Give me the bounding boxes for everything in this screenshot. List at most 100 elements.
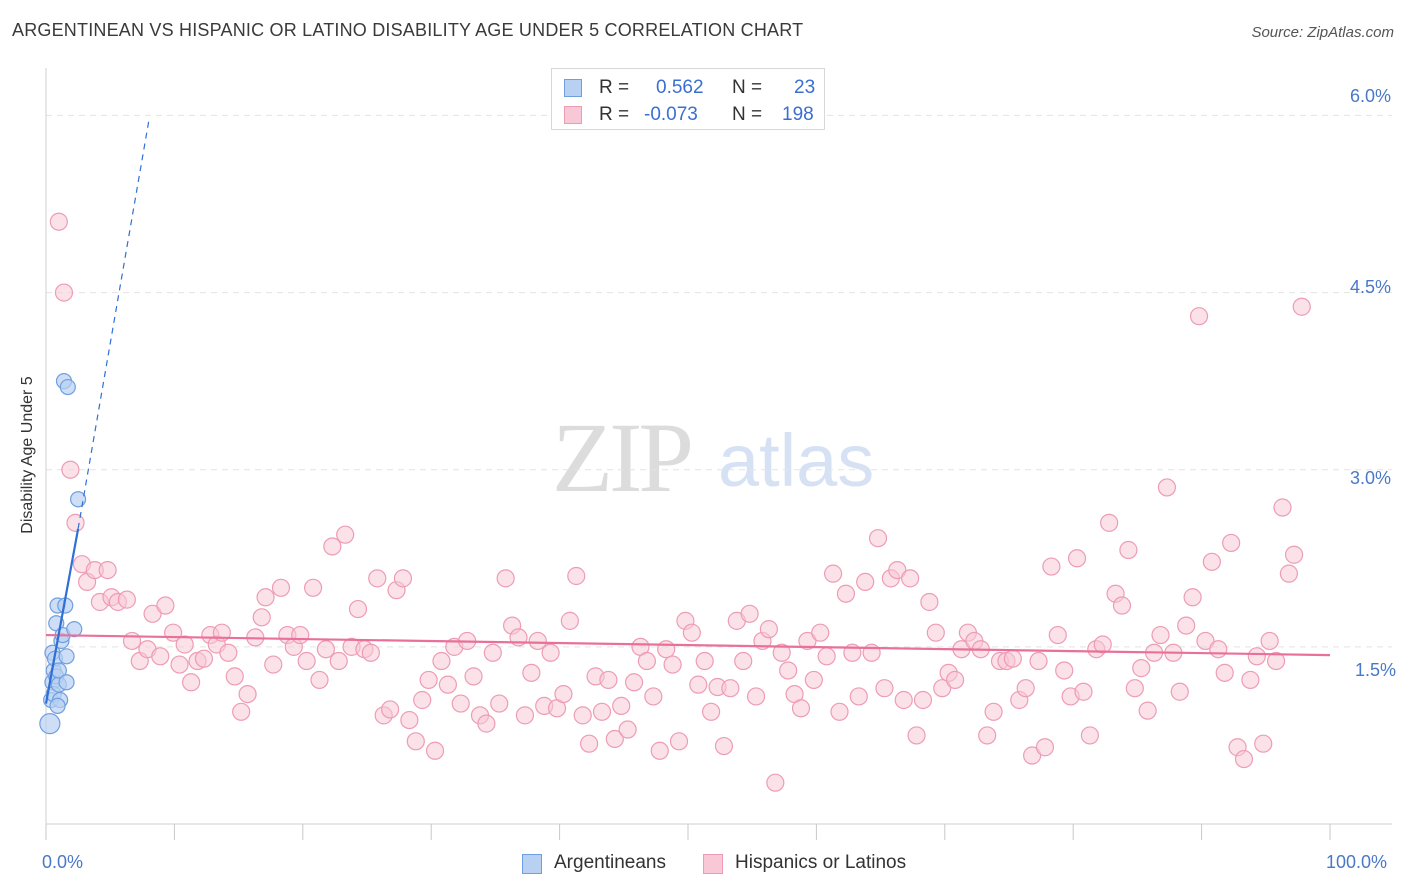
data-point-hispanics: [49, 212, 68, 231]
data-point-argentineans: [58, 674, 75, 691]
data-point-hispanics: [1055, 661, 1074, 680]
data-point-hispanics: [271, 578, 291, 597]
data-point-argentineans: [49, 697, 66, 715]
legend-n-label: N =: [732, 104, 763, 125]
data-point-hispanics: [689, 675, 708, 694]
data-point-hispanics: [926, 623, 945, 642]
data-point-hispanics: [1138, 701, 1157, 720]
data-point-hispanics: [1042, 557, 1061, 576]
data-point-hispanics: [1189, 307, 1209, 326]
data-point-hispanics: [1093, 635, 1112, 654]
data-point-hispanics: [413, 690, 432, 710]
data-point-hispanics: [1183, 588, 1202, 607]
data-point-hispanics: [554, 684, 573, 704]
data-point-hispanics: [329, 651, 348, 671]
data-point-hispanics: [1125, 679, 1144, 698]
data-point-hispanics: [54, 283, 74, 302]
data-point-hispanics: [419, 670, 438, 690]
blue-swatch-icon: [564, 79, 582, 97]
data-point-hispanics: [1003, 649, 1022, 668]
y-tick-label: 1.5%: [1355, 660, 1397, 680]
data-point-hispanics: [817, 647, 836, 666]
data-point-hispanics: [1170, 682, 1189, 701]
data-point-hispanics: [612, 696, 631, 716]
data-point-hispanics: [170, 655, 189, 674]
data-point-hispanics: [303, 578, 323, 597]
data-point-hispanics: [117, 590, 136, 609]
y-tick-label: 6.0%: [1350, 86, 1392, 106]
data-point-hispanics: [804, 670, 823, 690]
legend-n-value: 198: [782, 104, 814, 125]
data-point-hispanics: [238, 684, 257, 704]
data-point-hispanics: [98, 560, 117, 580]
data-point-hispanics: [592, 702, 612, 721]
data-point-hispanics: [580, 734, 599, 753]
stats-legend: R = 0.562 N = 23 R = -0.073 N = 198: [551, 68, 825, 130]
data-point-hispanics: [381, 700, 400, 719]
data-point-hispanics: [297, 651, 316, 671]
data-point-hispanics: [181, 673, 201, 692]
x-tick-label-max: 100.0%: [1326, 852, 1388, 872]
data-point-hispanics: [175, 635, 194, 654]
data-point-hispanics: [348, 599, 368, 619]
data-point-hispanics: [336, 525, 355, 544]
data-point-argentineans: [59, 378, 76, 396]
trend-line-argentineans: [44, 528, 80, 704]
legend-r-label: R =: [599, 77, 630, 98]
data-point-hispanics: [438, 675, 457, 694]
data-point-hispanics: [599, 670, 618, 690]
data-point-hispanics: [323, 537, 342, 556]
data-point-argentineans: [66, 621, 83, 638]
data-point-hispanics: [151, 647, 170, 666]
data-point-hispanics: [1100, 513, 1119, 532]
data-point-hispanics: [393, 569, 413, 588]
y-tick-label: 3.0%: [1350, 468, 1392, 488]
data-point-hispanics: [811, 623, 830, 642]
data-point-hispanics: [823, 564, 843, 583]
data-point-hispanics: [1035, 738, 1055, 757]
data-point-hispanics: [122, 631, 142, 651]
data-point-hispanics: [232, 702, 251, 721]
data-point-hispanics: [567, 566, 586, 586]
data-point-hispanics: [798, 631, 817, 651]
source-label: Source: ZipAtlas.com: [1251, 24, 1394, 41]
data-point-hispanics: [657, 640, 676, 659]
y-tick-label: 4.5%: [1350, 277, 1392, 297]
data-point-hispanics: [316, 640, 336, 659]
data-point-hispanics: [194, 649, 214, 668]
data-point-hispanics: [759, 620, 778, 639]
trend-line-hispanics: [45, 633, 1331, 657]
data-point-hispanics: [695, 651, 714, 671]
data-point-hispanics: [61, 460, 80, 479]
data-point-hispanics: [1048, 625, 1067, 645]
y-axis-label: Disability Age Under 5: [19, 376, 36, 534]
data-point-hispanics: [907, 726, 926, 745]
data-point-hispanics: [624, 673, 644, 692]
data-point-hispanics: [945, 670, 965, 690]
data-point-hispanics: [1292, 297, 1311, 316]
data-point-hispanics: [1067, 549, 1087, 568]
data-point-hispanics: [779, 661, 798, 680]
data-point-hispanics: [400, 710, 419, 730]
legend-r-value: 0.562: [656, 77, 704, 98]
data-point-hispanics: [888, 560, 907, 580]
data-point-hispanics: [541, 643, 560, 662]
data-point-hispanics: [663, 655, 682, 674]
data-point-hispanics: [1177, 616, 1196, 635]
data-point-hispanics: [66, 513, 85, 532]
data-point-hispanics: [1132, 659, 1151, 678]
data-point-hispanics: [1279, 564, 1299, 583]
data-point-hispanics: [1247, 647, 1266, 666]
data-point-hispanics: [1215, 663, 1234, 682]
data-point-hispanics: [310, 670, 329, 690]
data-point-hispanics: [1196, 631, 1215, 651]
data-point-hispanics: [256, 588, 275, 607]
data-point-hispanics: [368, 569, 387, 588]
data-point-hispanics: [264, 655, 283, 674]
data-point-hispanics: [1157, 478, 1177, 497]
pink-swatch-icon: [703, 854, 723, 874]
data-point-hispanics: [1016, 679, 1035, 698]
data-point-hispanics: [522, 663, 541, 682]
data-point-hispanics: [560, 611, 579, 630]
